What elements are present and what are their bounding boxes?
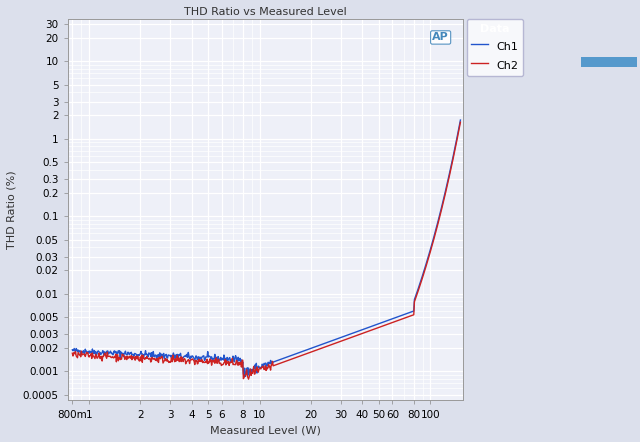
- Y-axis label: THD Ratio (%): THD Ratio (%): [7, 171, 17, 249]
- Line: Ch1: Ch1: [72, 120, 460, 377]
- Text: AP: AP: [432, 32, 449, 42]
- Ch1: [244, 366, 252, 371]
- Title: THD Ratio vs Measured Level: THD Ratio vs Measured Level: [184, 7, 347, 17]
- Ch1: [328, 338, 336, 343]
- Ch2: [362, 330, 369, 335]
- Ch2: [168, 359, 176, 364]
- Ch1: [362, 326, 369, 332]
- Line: Ch2: Ch2: [72, 122, 460, 379]
- Ch2: [244, 377, 252, 382]
- Ch2: [244, 375, 252, 380]
- Ch2: [137, 358, 145, 363]
- Legend: Ch1, Ch2: Ch1, Ch2: [467, 19, 524, 76]
- Ch2: [328, 342, 336, 347]
- Ch2: [298, 353, 305, 358]
- Ch2: [456, 120, 464, 125]
- Ch1: [298, 349, 305, 354]
- Ch1: [137, 349, 145, 354]
- Ch1: [241, 374, 249, 379]
- Ch1: [456, 118, 464, 123]
- Ch2: [68, 351, 76, 356]
- Ch1: [68, 347, 76, 353]
- X-axis label: Measured Level (W): Measured Level (W): [210, 425, 321, 435]
- Ch1: [168, 353, 176, 358]
